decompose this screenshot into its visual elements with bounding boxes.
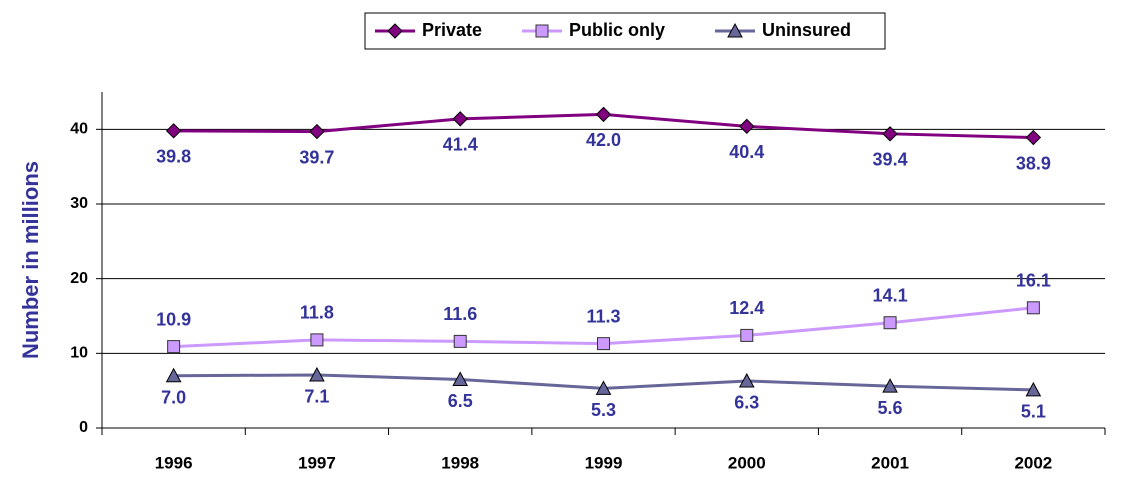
data-label: 39.4	[873, 150, 908, 170]
data-label: 14.1	[873, 285, 908, 305]
data-point	[738, 372, 755, 388]
data-point	[883, 316, 897, 330]
data-label: 6.5	[448, 391, 473, 411]
legend-box	[364, 12, 886, 50]
data-point	[453, 334, 467, 348]
x-tick-label: 2000	[728, 453, 766, 472]
data-label: 11.6	[443, 304, 477, 324]
x-tick-label: 1999	[585, 453, 623, 472]
y-tick-label: 40	[70, 121, 88, 138]
data-point	[595, 106, 612, 123]
data-label: 39.8	[156, 147, 191, 167]
data-point	[597, 337, 610, 351]
data-label: 5.1	[1021, 402, 1046, 422]
legend-marker	[727, 22, 743, 38]
x-tick-label: 1997	[298, 453, 336, 472]
data-point	[167, 340, 181, 354]
data-label: 7.0	[161, 387, 186, 407]
data-point	[452, 111, 468, 127]
data-point	[739, 118, 755, 135]
data-label: 11.3	[586, 306, 620, 326]
y-tick-label: 0	[79, 419, 88, 436]
legend-label: Uninsured	[762, 20, 851, 40]
data-label: 38.9	[1016, 153, 1051, 173]
data-label: 7.1	[304, 387, 329, 407]
y-tick-label: 10	[70, 345, 88, 362]
x-tick-label: 1996	[155, 453, 193, 472]
x-tick-label: 2002	[1014, 453, 1052, 472]
data-point	[310, 333, 324, 347]
data-label: 42.0	[586, 130, 621, 150]
data-point	[740, 328, 754, 342]
data-point	[452, 371, 469, 386]
data-label: 5.6	[878, 398, 903, 418]
x-tick-label: 2001	[871, 453, 909, 472]
data-label: 12.4	[729, 298, 764, 318]
x-tick-label: 1998	[441, 453, 479, 472]
y-axis-label: Number in millions	[18, 161, 43, 359]
legend-label: Private	[422, 20, 482, 40]
data-label: 10.9	[156, 309, 191, 329]
data-label: 16.1	[1016, 271, 1051, 291]
legend-marker	[387, 23, 403, 39]
data-point	[882, 378, 898, 393]
data-label: 40.4	[729, 142, 764, 162]
data-point	[309, 123, 325, 140]
legend-marker	[535, 24, 549, 38]
data-point	[165, 367, 182, 383]
data-label: 11.8	[300, 303, 334, 323]
y-tick-label: 20	[70, 270, 88, 287]
data-point	[882, 126, 898, 142]
data-label: 6.3	[734, 393, 759, 413]
data-point	[309, 366, 325, 382]
data-label: 5.3	[591, 400, 616, 420]
data-point	[595, 380, 612, 395]
data-point	[165, 123, 182, 139]
data-point	[1025, 381, 1042, 397]
data-label: 39.7	[299, 147, 334, 167]
data-label: 41.4	[443, 135, 478, 155]
y-tick-label: 30	[70, 195, 88, 212]
legend-label: Public only	[569, 20, 665, 40]
data-point	[1026, 301, 1040, 315]
data-point	[1025, 129, 1042, 146]
